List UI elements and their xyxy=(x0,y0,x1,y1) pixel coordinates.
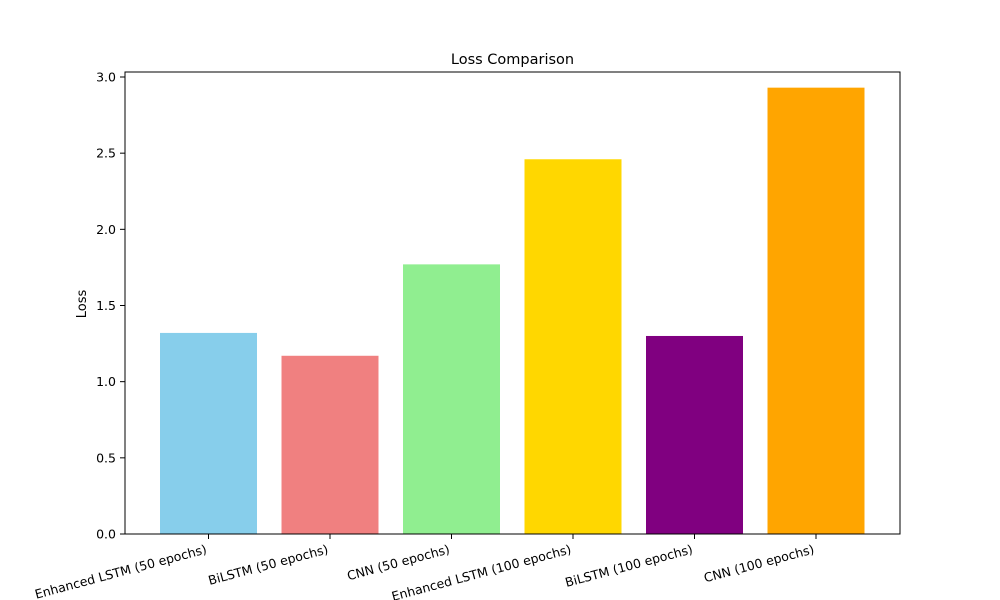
y-tick-label: 2.5 xyxy=(96,146,116,161)
x-tick-label: BiLSTM (50 epochs) xyxy=(207,541,330,587)
bar xyxy=(160,332,257,534)
x-tick-label: CNN (100 epochs) xyxy=(702,541,816,585)
x-axis: Enhanced LSTM (50 epochs)BiLSTM (50 epoc… xyxy=(33,534,817,600)
y-tick-label: 0.0 xyxy=(96,527,116,542)
y-tick-label: 1.5 xyxy=(96,298,116,313)
plot-frame xyxy=(124,71,901,535)
bar xyxy=(767,87,865,534)
y-axis: 0.0 0.5 1.0 1.5 2.0 2.5 3.0 xyxy=(96,70,125,542)
y-tick-label: 1.0 xyxy=(96,374,116,389)
y-tick-label: 2.0 xyxy=(96,222,116,237)
y-tick-label: 3.0 xyxy=(96,70,116,85)
bar xyxy=(646,335,743,534)
x-tick-label: BiLSTM (100 epochs) xyxy=(563,541,694,590)
y-tick-label: 0.5 xyxy=(96,450,116,465)
y-axis-label: Loss xyxy=(75,290,90,319)
bar xyxy=(524,159,622,534)
bars-group xyxy=(160,87,865,534)
bar xyxy=(403,264,500,534)
x-tick-label: Enhanced LSTM (50 epochs) xyxy=(33,541,208,600)
bar xyxy=(281,355,379,534)
chart-title: Loss Comparison xyxy=(451,52,574,68)
